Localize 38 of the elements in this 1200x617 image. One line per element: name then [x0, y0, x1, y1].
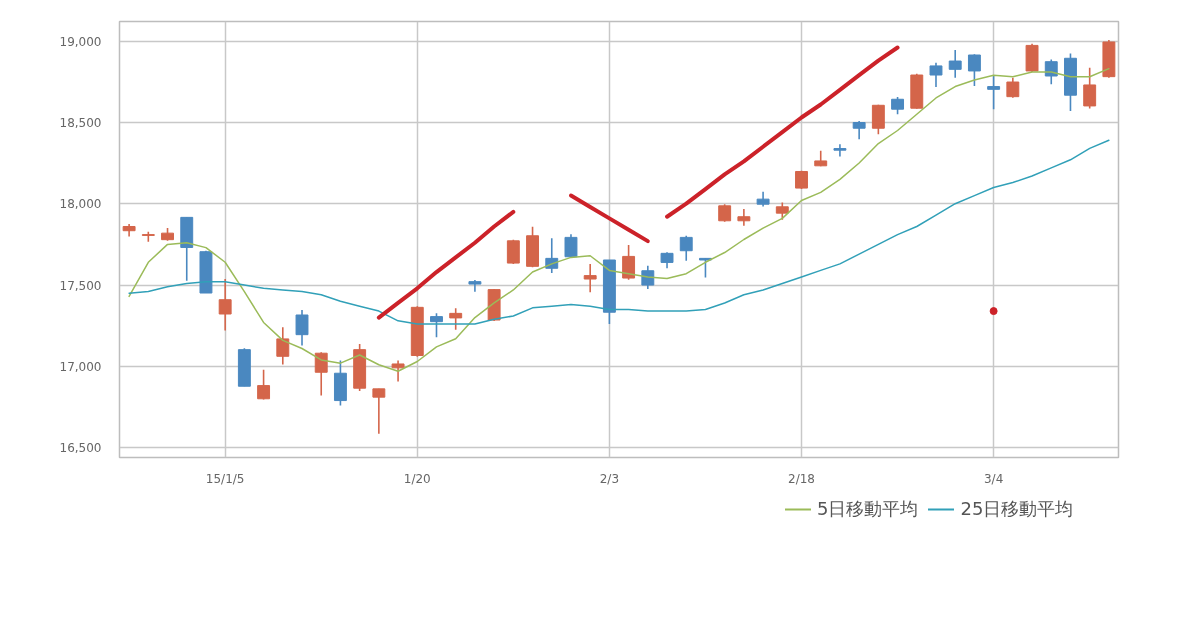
- x-tick-label: 2/3: [599, 471, 620, 486]
- candlestick: [218, 278, 232, 332]
- candlestick: [833, 143, 847, 158]
- y-tick-label: 19,000: [59, 34, 102, 49]
- candlestick: [871, 104, 885, 136]
- line-series: [128, 139, 1110, 325]
- candlestick: [622, 244, 636, 281]
- x-tick-label: 2/18: [788, 471, 815, 486]
- y-tick-label: 18,000: [59, 197, 102, 212]
- candlestick: [987, 75, 1001, 110]
- candlestick: [852, 120, 866, 141]
- y-tick-label: 18,500: [59, 115, 102, 130]
- y-tick-label: 17,500: [59, 278, 102, 293]
- y-tick-label: 17,000: [59, 359, 102, 374]
- candlestick: [372, 388, 386, 435]
- x-tick-label: 1/20: [403, 471, 431, 486]
- candlestick: [276, 326, 290, 366]
- candlestick: [449, 307, 463, 331]
- candlestick: [583, 263, 597, 294]
- line-series: [665, 45, 900, 219]
- candlestick: [430, 312, 443, 339]
- candlestick: [391, 359, 405, 383]
- candlestick: [295, 309, 309, 347]
- candlestick: [257, 369, 271, 401]
- line-series: [376, 209, 516, 320]
- candlestick: [1006, 76, 1020, 99]
- line-series: [568, 193, 650, 244]
- legend-label: 5日移動平均: [817, 497, 919, 521]
- y-tick-label: 16,500: [59, 441, 102, 456]
- x-tick-label: 15/1/5: [205, 471, 245, 486]
- candlestick: [679, 234, 693, 262]
- legend-label: 25日移動平均: [960, 497, 1074, 521]
- candlestick: [967, 53, 981, 87]
- candlestick: [314, 351, 328, 397]
- candlestick: [929, 61, 943, 88]
- candlestick: [1083, 66, 1097, 110]
- candlestick: [948, 49, 962, 79]
- x-tick-label: 3/4: [983, 471, 1004, 486]
